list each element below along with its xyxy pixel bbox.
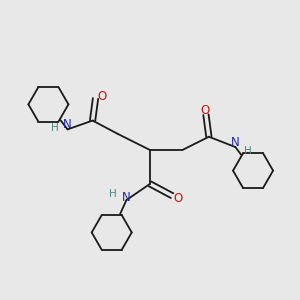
Text: H: H [51, 123, 59, 133]
Text: H: H [109, 189, 117, 199]
Text: N: N [231, 136, 240, 149]
Text: O: O [173, 192, 183, 205]
Text: N: N [122, 190, 131, 204]
Text: H: H [244, 146, 252, 157]
Text: O: O [201, 104, 210, 117]
Text: N: N [63, 118, 72, 131]
Text: O: O [98, 91, 106, 103]
